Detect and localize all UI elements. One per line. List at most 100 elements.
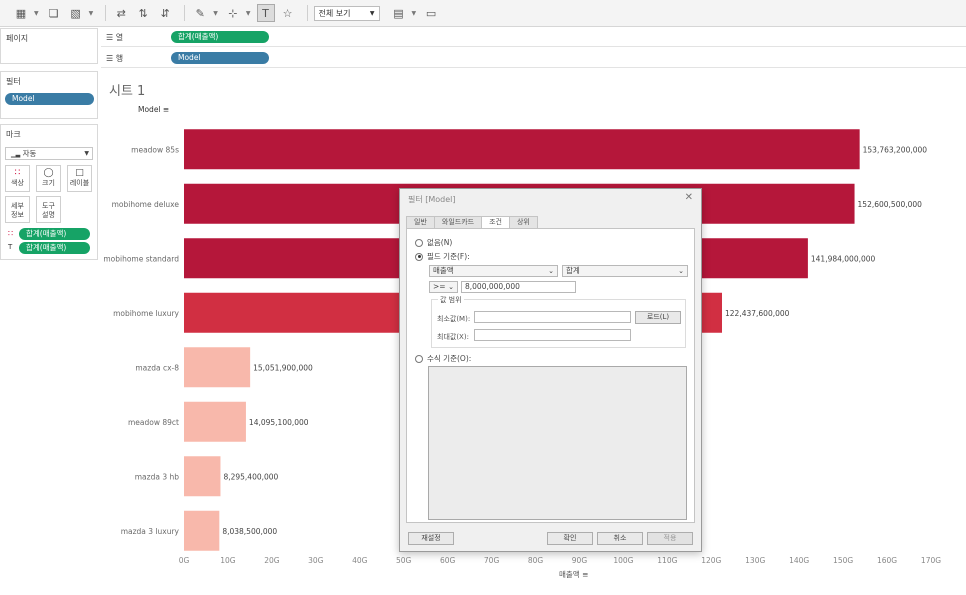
ok-button[interactable]: 확인 [547,532,593,545]
clear-sheet-icon[interactable]: ▧ [70,6,81,20]
radio-field-row[interactable]: 필드 기준(F): [415,251,470,262]
tab-top[interactable]: 상위 [508,216,538,228]
bar[interactable] [184,456,221,497]
cancel-button[interactable]: 취소 [597,532,643,545]
chevron-down-icon[interactable]: ▼ [34,9,39,17]
category-label[interactable]: meadow 89ct [128,418,179,427]
mark-pill-color[interactable]: 합계(매출액) [19,228,90,240]
new-datasource-icon[interactable]: ▦ [15,6,27,20]
mark-pill-label[interactable]: 합계(매출액) [19,242,90,254]
sort-descending-icon[interactable]: ⇵ [160,6,170,20]
fit-view-select[interactable]: 전체 보기 ▼ [313,5,380,21]
label-label: 레이블 [69,179,90,187]
chevron-down-icon: ⌄ [448,283,454,291]
filter-dialog: 필터 [Model] ✕ 일반 와일드카드 조건 상위 없음(N) 필드 기준(… [399,188,702,552]
min-value-input[interactable] [474,311,631,323]
x-tick-label: 170G [921,556,941,565]
max-value-input[interactable] [474,329,631,341]
marks-title: 마크 [6,130,21,139]
operator-select[interactable]: >= ⌄ [429,281,458,293]
x-tick-label: 60G [440,556,456,565]
aggregation-select[interactable]: 합계 ⌄ [562,265,688,277]
close-icon[interactable]: ✕ [684,192,693,203]
toolbar-divider [105,5,107,21]
bar[interactable] [184,347,251,388]
radio-formula-row[interactable]: 수식 기준(O): [415,353,471,364]
chevron-down-icon[interactable]: ▼ [411,9,417,17]
chevron-down-icon[interactable]: ▼ [88,9,94,17]
group-icon[interactable]: ⊹ [228,6,238,20]
field-select[interactable]: 매출액 ⌄ [429,265,558,277]
chevron-down-icon: ▼ [369,9,375,17]
columns-pill[interactable]: 합계(매출액) [171,31,269,43]
mark-type-value: 자동 [22,149,37,158]
category-label[interactable]: mazda 3 hb [135,472,179,481]
detail-label: 세부 정보 [11,202,24,219]
radio-field[interactable] [415,252,423,261]
x-tick-label: 110G [657,556,677,565]
model-header[interactable]: Model ≡ [138,105,169,114]
x-tick-label: 100G [613,556,633,565]
rows-pill[interactable]: Model [171,52,269,64]
color-button[interactable]: ∷ 색상 [5,165,30,192]
radio-none-row[interactable]: 없음(N) [415,237,452,248]
mark-type-select[interactable]: ▁▃ 자동 ▼ [5,147,93,160]
tab-general[interactable]: 일반 [406,216,435,228]
category-label[interactable]: mazda cx-8 [135,363,179,372]
load-button[interactable]: 로드(L) [635,311,681,324]
category-label[interactable]: mobihome deluxe [112,200,180,209]
category-label[interactable]: mobihome luxury [113,309,179,318]
category-label[interactable]: meadow 85s [131,145,179,154]
sort-ascending-icon[interactable]: ⇅ [138,6,148,20]
radio-formula[interactable] [415,354,423,363]
show-me-icon[interactable]: ▤ [393,6,404,20]
x-tick-label: 120G [701,556,721,565]
label-icon: T [8,243,13,251]
bar[interactable] [184,401,246,442]
data-label: 8,038,500,000 [222,527,277,536]
apply-button[interactable]: 적용 [647,532,693,545]
x-axis-title-label: 매출액 [559,570,580,579]
dialog-tabs: 일반 와일드카드 조건 상위 [406,216,538,229]
data-label: 8,295,400,000 [223,472,278,481]
aggregation-select-value: 합계 [566,266,580,275]
data-label: 153,763,200,000 [863,145,928,154]
show-labels-icon[interactable]: T [256,4,275,22]
category-label[interactable]: mobihome standard [103,254,179,263]
filters-panel: 필터 Model [0,71,98,119]
detail-button[interactable]: 세부 정보 [5,196,30,223]
x-tick-label: 0G [179,556,190,565]
data-label: 122,437,600,000 [725,309,790,318]
pin-icon[interactable]: ☆ [282,6,293,20]
radio-none[interactable] [415,238,423,247]
formula-editor[interactable] [428,366,687,520]
data-label: 15,051,900,000 [253,363,313,372]
highlight-icon[interactable]: ✎ [195,6,205,20]
tab-wildcard[interactable]: 와일드카드 [433,216,483,228]
label-icon: □ [75,168,84,178]
swap-icon[interactable]: ⇄ [116,6,126,20]
data-label: 14,095,100,000 [249,418,309,427]
tooltip-button[interactable]: 도구 설명 [36,196,61,223]
filter-pill-model[interactable]: Model [5,93,94,105]
chevron-down-icon[interactable]: ▼ [213,9,218,17]
x-axis-title[interactable]: 매출액 ≡ [559,569,588,580]
bar[interactable] [184,129,860,170]
columns-shelf-label: ☰ 열 [106,33,124,42]
reset-button[interactable]: 재설정 [408,532,454,545]
label-button[interactable]: □ 레이블 [67,165,92,192]
condition-value-input[interactable]: 8,000,000,000 [461,281,576,293]
sheet-title: 시트 1 [109,84,146,99]
radio-none-label: 없음(N) [427,238,453,247]
x-tick-label: 10G [220,556,236,565]
size-button[interactable]: ◯ 크기 [36,165,61,192]
marks-panel: 마크 ▁▃ 자동 ▼ ∷ 색상 ◯ 크기 □ 레이블 세부 정보 도구 설명 ∷ 합… [0,124,98,260]
duplicate-sheet-icon[interactable]: ❏ [48,6,59,20]
data-label: 141,984,000,000 [811,254,876,263]
pages-title: 페이지 [6,34,29,43]
presentation-icon[interactable]: ▭ [425,6,437,20]
bar[interactable] [184,510,220,551]
category-label[interactable]: mazda 3 luxury [121,527,180,536]
max-value-label: 최대값(X): [437,333,469,341]
chevron-down-icon[interactable]: ▼ [245,9,251,17]
